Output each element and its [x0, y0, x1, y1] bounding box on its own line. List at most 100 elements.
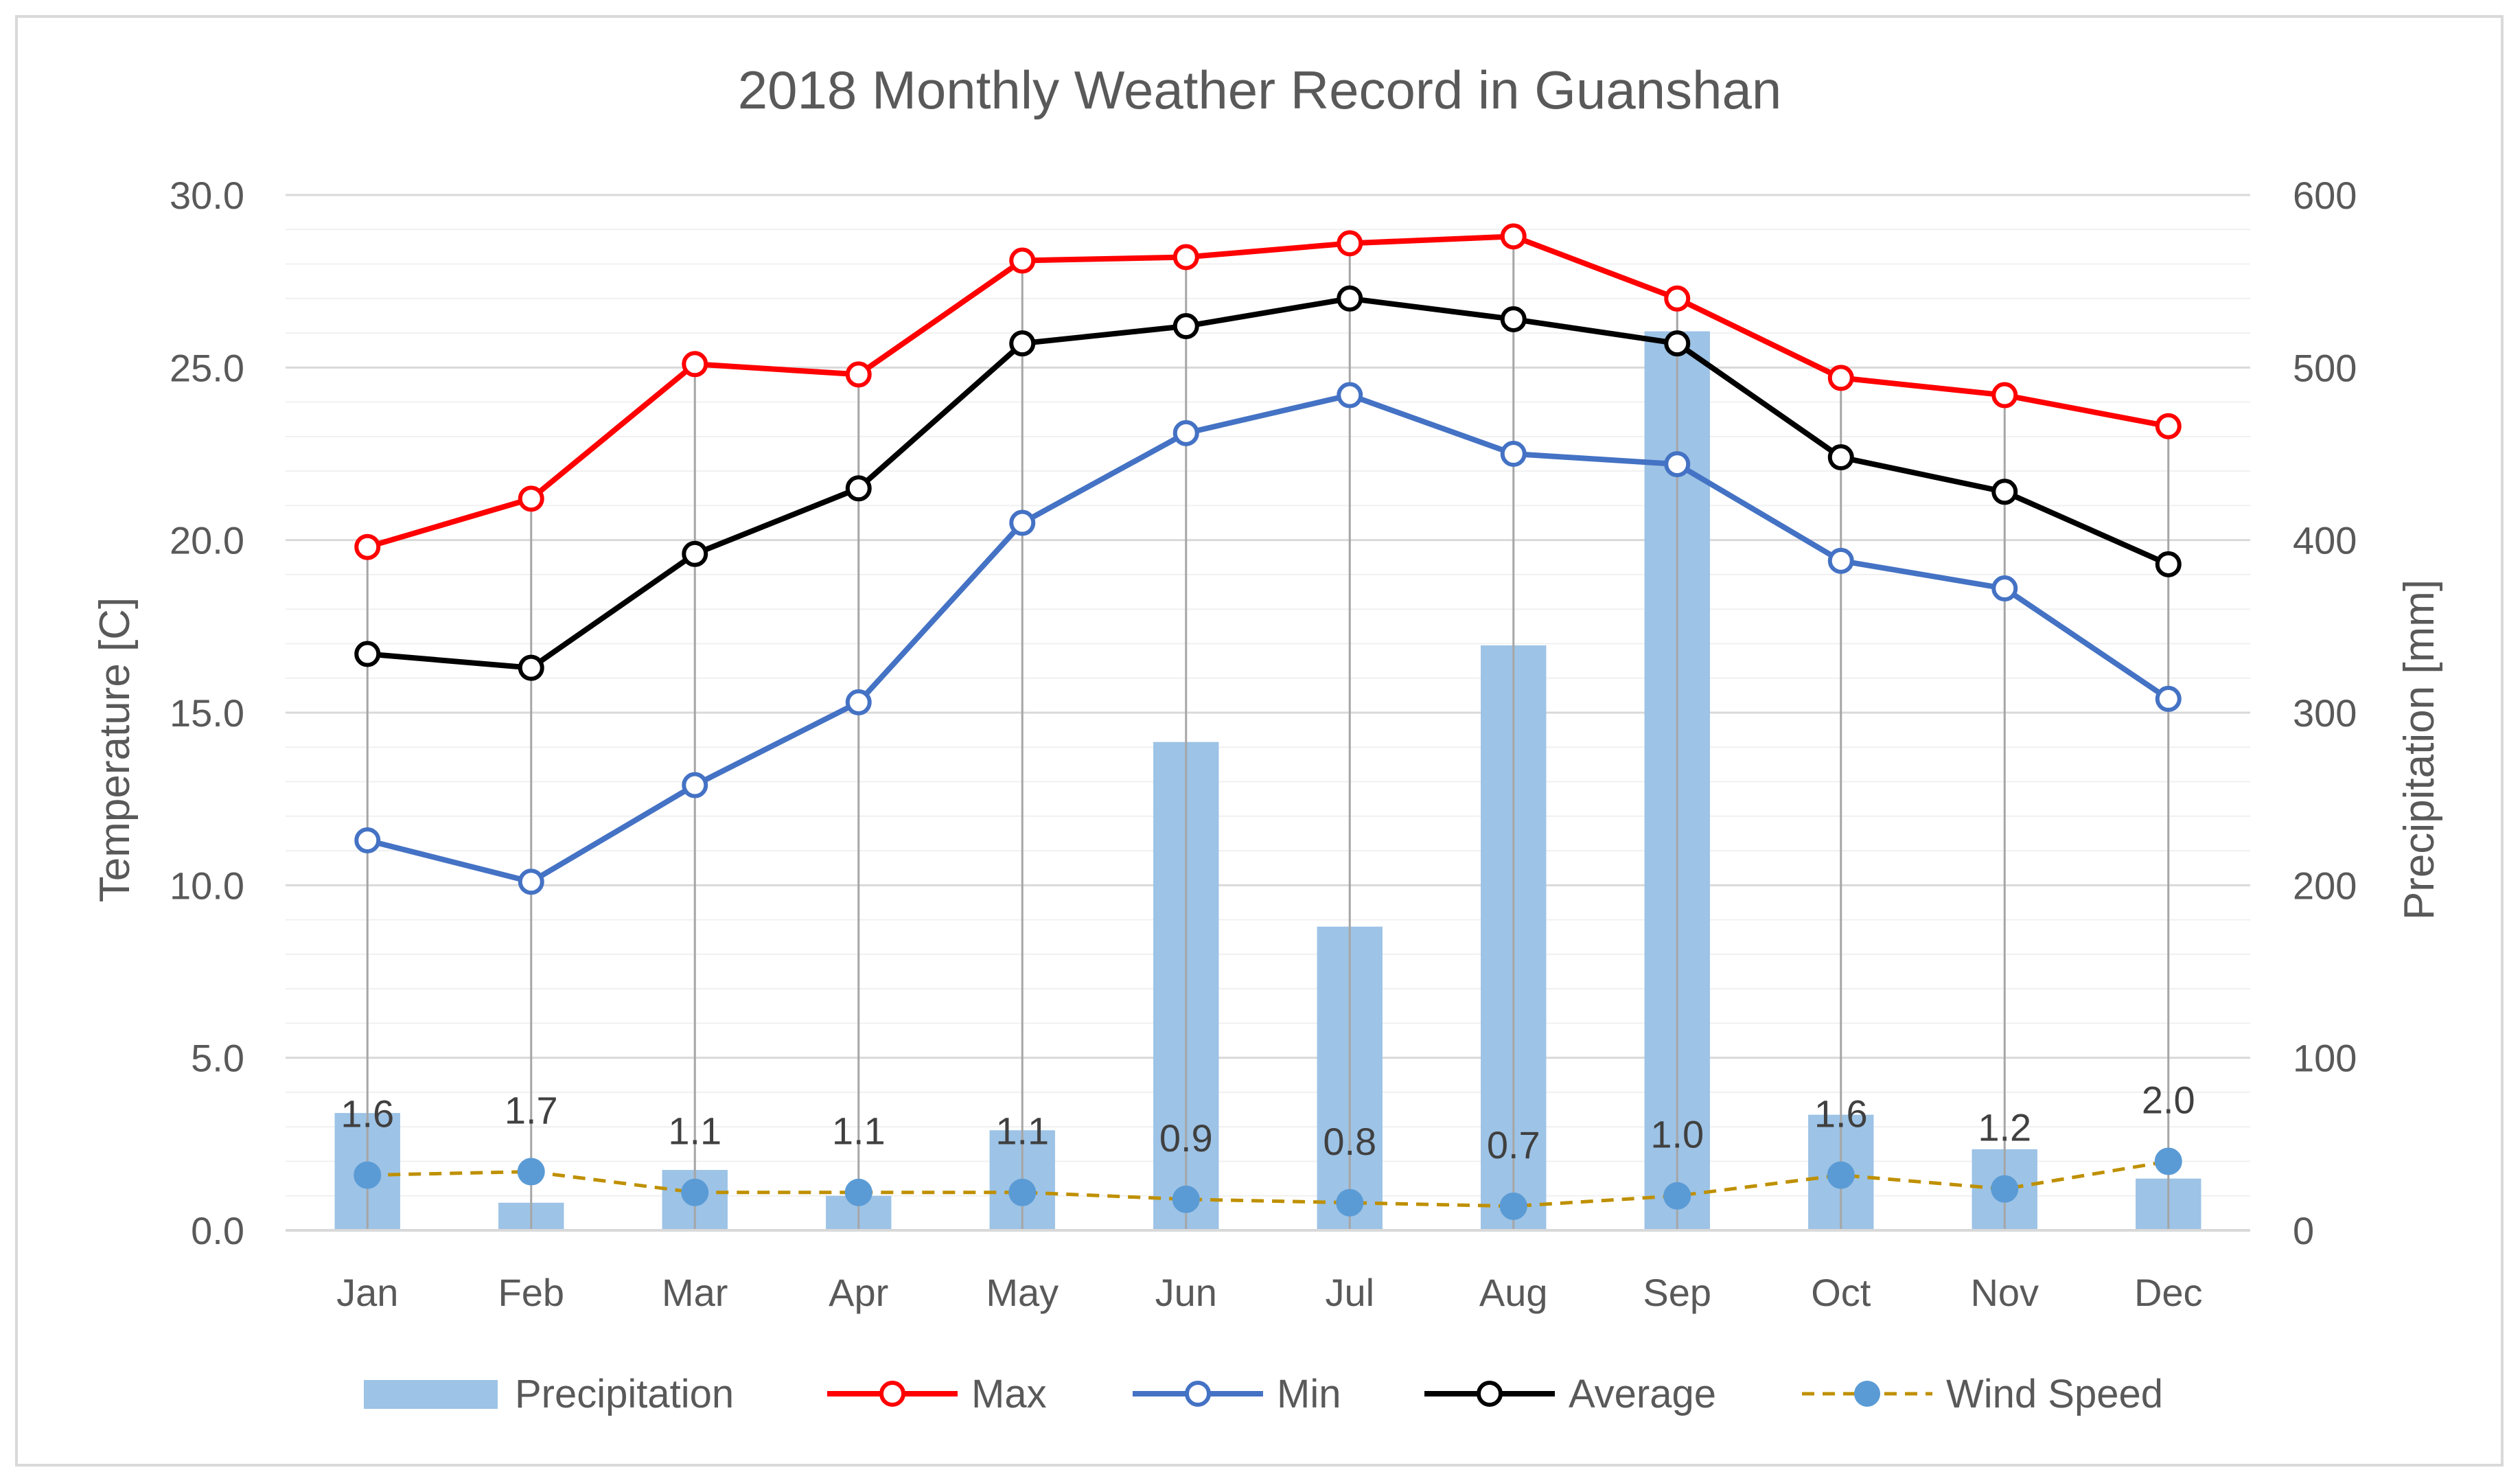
y-left-tick-label: 10.0: [170, 864, 244, 907]
min-point: [518, 869, 544, 895]
legend-label-precipitation: Precipitation: [515, 1372, 734, 1416]
legend-label-average: Average: [1569, 1372, 1716, 1416]
average-line: [367, 295, 2170, 671]
chart-title: 2018 Monthly Weather Record in Guanshan: [738, 60, 1781, 120]
line-series: [354, 223, 2182, 1220]
legend-marker-wind-speed: [1854, 1381, 1880, 1407]
drop-lines: [366, 236, 2170, 1230]
wind-speed-data-label: 1.2: [1978, 1106, 2031, 1149]
wind-speed-data-label: 0.7: [1487, 1123, 1540, 1166]
max-point: [1172, 244, 1199, 271]
max-point: [2155, 413, 2182, 439]
legend-marker-max: [879, 1381, 905, 1407]
wind-speed-point: [1663, 1182, 1691, 1210]
average-point: [354, 641, 381, 667]
wind-speed-point: [517, 1158, 545, 1186]
legend-label-max: Max: [971, 1372, 1047, 1416]
max-point: [1337, 230, 1363, 257]
x-tick-label: Oct: [1811, 1271, 1871, 1314]
average-point: [1172, 313, 1199, 340]
legend: Precipitation Max Min Average Wind Speed: [364, 1372, 2163, 1416]
y-left-tick-label: 20.0: [170, 519, 244, 562]
x-tick-label: Feb: [498, 1271, 565, 1314]
min-point: [2155, 685, 2182, 712]
chart-frame: [15, 15, 2504, 1467]
wind-speed-point: [2154, 1147, 2182, 1175]
min-point: [1337, 382, 1363, 409]
average-point: [1500, 306, 1527, 332]
max-point: [682, 351, 708, 378]
average-point: [518, 654, 544, 681]
legend-swatch-precipitation: [364, 1380, 498, 1409]
max-point: [1664, 285, 1691, 312]
y-right-tick-label: 200: [2293, 864, 2357, 907]
x-tick-label: Mar: [662, 1271, 728, 1314]
y-right-axis-title: Precipitation [mm]: [2396, 579, 2443, 920]
min-point: [1664, 451, 1691, 478]
average-point: [682, 540, 708, 567]
x-tick-label: Jun: [1155, 1271, 1217, 1314]
max-point: [1500, 223, 1527, 250]
wind-speed-data-label: 1.7: [505, 1089, 558, 1132]
y-right-tick-label: 100: [2293, 1037, 2357, 1080]
y-left-tick-label: 25.0: [170, 346, 244, 389]
wind-speed-data-label: 1.0: [1650, 1113, 1704, 1156]
max-point: [845, 361, 872, 388]
x-tick-label: Aug: [1479, 1271, 1548, 1314]
min-point: [1500, 441, 1527, 467]
wind-speed-line: [367, 1160, 2169, 1208]
max-point: [1991, 382, 2018, 409]
average-point: [1009, 330, 1036, 357]
x-tick-label: Sep: [1643, 1271, 1711, 1314]
y-left-tick-label: 0.0: [191, 1209, 244, 1252]
y-left-axis-title: Temperature [C]: [91, 597, 139, 903]
wind-speed-data-label: 1.1: [668, 1110, 721, 1153]
data-labels: 1.6 1.7 1.1 1.1 1.1 0.9 0.8 0.7 1.0 1.6 1.2 2.0: [340, 1078, 2195, 1166]
min-point: [845, 689, 872, 715]
min-point: [1009, 509, 1036, 536]
min-point: [1827, 547, 1854, 574]
wind-speed-point: [1499, 1192, 1527, 1220]
x-tick-label: Jul: [1325, 1271, 1374, 1314]
wind-speed-point: [844, 1178, 872, 1206]
max-point: [518, 485, 544, 512]
y-right-tick-label: 300: [2293, 691, 2357, 735]
legend-marker-average: [1477, 1381, 1503, 1407]
y-left-tick-label: 5.0: [191, 1037, 244, 1080]
min-line: [367, 392, 2170, 885]
legend-label-min: Min: [1277, 1372, 1341, 1416]
y-right-tick-label: 0: [2293, 1209, 2314, 1252]
wind-speed-point: [1172, 1185, 1200, 1213]
legend-label-wind-speed: Wind Speed: [1946, 1372, 2163, 1416]
wind-speed-data-label: 1.6: [1814, 1092, 1868, 1136]
y-left-tick-label: 15.0: [170, 691, 244, 735]
average-point: [845, 475, 872, 502]
average-point: [1664, 330, 1691, 357]
wind-speed-data-label: 1.1: [832, 1110, 886, 1153]
max-point: [1827, 365, 1854, 391]
wind-speed-point: [1827, 1161, 1855, 1189]
y-left-tick-label: 30.0: [170, 174, 244, 217]
y-right-tick-label: 600: [2293, 174, 2357, 217]
axes: 0.0 5.0 10.0 15.0 20.0 25.0 30.0 0 100 200 300 400 5…: [170, 174, 2357, 1314]
max-point: [354, 533, 381, 560]
legend-marker-min: [1185, 1381, 1211, 1407]
y-right-tick-label: 500: [2293, 346, 2357, 389]
average-point: [1827, 444, 1854, 471]
wind-speed-point: [1991, 1175, 2019, 1203]
wind-speed-data-label: 1.6: [340, 1092, 394, 1136]
min-point: [682, 772, 708, 798]
wind-speed-data-label: 2.0: [2142, 1078, 2195, 1121]
wind-speed-point: [354, 1161, 382, 1189]
x-tick-label: Apr: [829, 1271, 888, 1314]
wind-speed-data-label: 0.9: [1159, 1116, 1213, 1160]
x-tick-label: Dec: [2134, 1271, 2203, 1314]
min-point: [1172, 419, 1199, 446]
wind-speed-point: [681, 1178, 709, 1206]
x-tick-label: May: [986, 1271, 1059, 1314]
gridlines: [286, 194, 2250, 1197]
wind-speed-point: [1008, 1178, 1037, 1206]
average-point: [1337, 285, 1363, 312]
max-point: [1009, 247, 1036, 274]
